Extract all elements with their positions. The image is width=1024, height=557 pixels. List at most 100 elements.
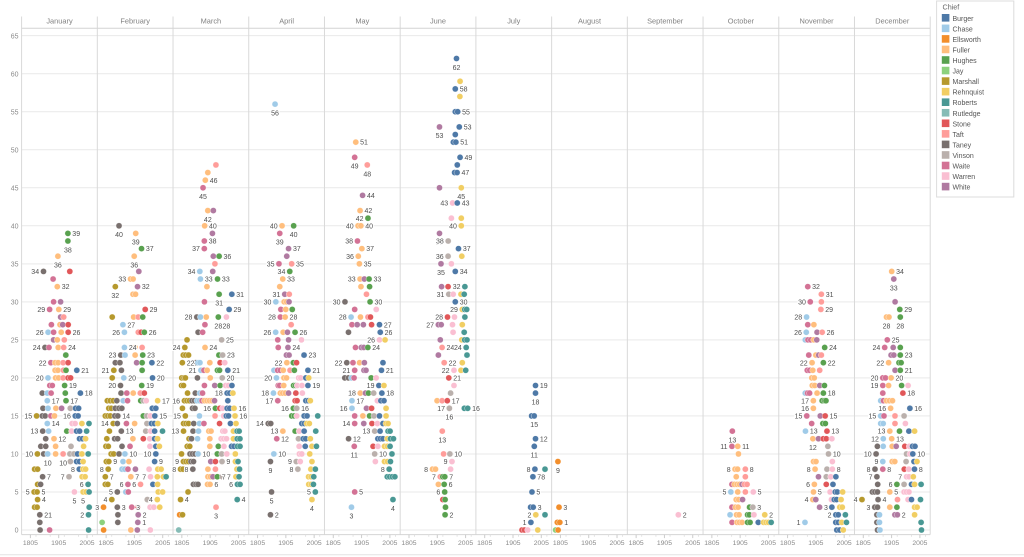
svg-text:11: 11 (742, 444, 749, 451)
svg-text:22: 22 (187, 360, 195, 367)
svg-text:5: 5 (270, 498, 274, 505)
svg-text:24: 24 (292, 345, 300, 352)
svg-text:1905: 1905 (430, 540, 445, 547)
svg-text:4: 4 (805, 497, 809, 504)
svg-text:42: 42 (356, 216, 364, 223)
svg-text:3: 3 (136, 505, 140, 512)
svg-text:30: 30 (11, 299, 19, 306)
svg-text:Roberts: Roberts (953, 100, 978, 107)
svg-text:May: May (355, 17, 369, 26)
svg-text:1905: 1905 (884, 540, 899, 547)
svg-text:7: 7 (227, 474, 231, 481)
svg-text:1805: 1805 (401, 540, 416, 547)
svg-text:November: November (800, 17, 835, 26)
svg-text:7: 7 (110, 474, 114, 481)
svg-text:37: 37 (366, 246, 374, 253)
svg-text:10: 10 (379, 452, 387, 459)
svg-text:22: 22 (449, 360, 457, 367)
svg-text:36: 36 (224, 254, 232, 261)
svg-text:32: 32 (111, 293, 119, 300)
svg-text:12: 12 (809, 445, 817, 452)
svg-text:7: 7 (449, 474, 453, 481)
svg-text:37: 37 (463, 246, 471, 253)
svg-text:7: 7 (222, 474, 226, 481)
svg-text:February: February (120, 17, 150, 26)
svg-text:32: 32 (453, 284, 461, 291)
svg-text:13: 13 (171, 429, 179, 436)
svg-text:10: 10 (44, 460, 52, 467)
svg-text:58: 58 (460, 87, 468, 94)
svg-text:1: 1 (797, 520, 801, 527)
svg-text:1805: 1805 (326, 540, 341, 547)
svg-text:9: 9 (556, 468, 560, 475)
svg-text:White: White (953, 185, 971, 192)
svg-text:29: 29 (825, 307, 833, 314)
svg-text:13: 13 (438, 437, 446, 444)
svg-text:34: 34 (460, 269, 468, 276)
svg-text:5: 5 (26, 490, 30, 497)
svg-text:July: July (507, 17, 520, 26)
svg-text:1: 1 (142, 520, 146, 527)
svg-text:3: 3 (563, 505, 567, 512)
svg-text:32: 32 (142, 284, 150, 291)
svg-text:25: 25 (892, 337, 900, 344)
svg-text:18: 18 (261, 391, 269, 398)
svg-text:42: 42 (204, 217, 212, 224)
svg-text:13: 13 (728, 437, 736, 444)
svg-text:7: 7 (47, 474, 51, 481)
svg-text:7: 7 (869, 474, 873, 481)
svg-text:2005: 2005 (231, 540, 246, 547)
svg-text:19: 19 (69, 383, 77, 390)
svg-text:1: 1 (523, 520, 527, 527)
svg-text:40: 40 (365, 223, 373, 230)
svg-text:10: 10 (864, 452, 872, 459)
svg-text:29: 29 (37, 307, 45, 314)
svg-text:43: 43 (440, 201, 448, 208)
svg-text:7: 7 (898, 474, 902, 481)
svg-text:2005: 2005 (609, 540, 624, 547)
svg-text:January: January (46, 17, 73, 26)
svg-text:Ellsworth: Ellsworth (953, 37, 982, 44)
svg-text:9: 9 (159, 459, 163, 466)
svg-text:4: 4 (391, 506, 395, 513)
svg-text:24: 24 (872, 345, 880, 352)
svg-text:Jay: Jay (953, 69, 964, 76)
svg-text:1805: 1805 (780, 540, 795, 547)
svg-text:11: 11 (720, 444, 727, 451)
svg-text:Hughes: Hughes (953, 58, 978, 65)
svg-text:40: 40 (449, 223, 457, 230)
svg-text:4: 4 (149, 497, 153, 504)
svg-text:28: 28 (223, 323, 231, 330)
svg-text:20: 20 (157, 376, 165, 383)
svg-text:2005: 2005 (79, 540, 94, 547)
svg-text:5: 5 (109, 490, 113, 497)
svg-text:4: 4 (185, 497, 189, 504)
svg-text:October: October (728, 17, 755, 26)
svg-text:37: 37 (293, 246, 301, 253)
svg-text:1905: 1905 (354, 540, 369, 547)
svg-text:26: 26 (149, 330, 157, 337)
svg-text:Taney: Taney (953, 142, 972, 149)
svg-text:35: 35 (11, 261, 19, 268)
svg-text:8: 8 (290, 467, 294, 474)
svg-text:33: 33 (348, 277, 356, 284)
svg-text:10: 10 (144, 452, 152, 459)
svg-text:19: 19 (312, 383, 320, 390)
svg-text:13: 13 (126, 429, 134, 436)
svg-text:10: 10 (11, 452, 19, 459)
svg-text:55: 55 (11, 109, 19, 116)
svg-text:2: 2 (902, 512, 906, 519)
svg-text:34: 34 (31, 269, 39, 276)
svg-text:2005: 2005 (155, 540, 170, 547)
svg-text:35: 35 (296, 261, 304, 268)
svg-text:40: 40 (209, 223, 217, 230)
svg-text:7: 7 (142, 474, 146, 481)
svg-text:September: September (647, 17, 684, 26)
svg-text:53: 53 (464, 125, 472, 132)
svg-text:Burger: Burger (953, 16, 975, 23)
svg-text:48: 48 (363, 171, 371, 178)
svg-text:5: 5 (818, 490, 822, 497)
svg-text:5: 5 (359, 490, 363, 497)
svg-text:1905: 1905 (127, 540, 142, 547)
svg-text:5: 5 (758, 490, 762, 497)
